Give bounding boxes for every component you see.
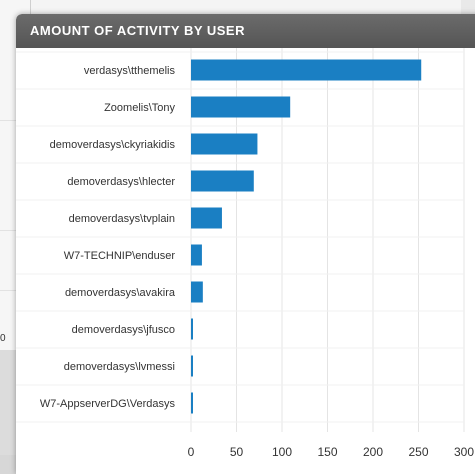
category-label: W7-AppserverDG\Verdasys <box>40 398 176 410</box>
activity-bar-chart: 0 50 100 150 200 250 300 verdasys\tthemelis Zoom… <box>16 48 474 459</box>
category-label: Zoomelis\Tony <box>104 102 175 114</box>
x-tick-label: 250 <box>408 445 428 459</box>
bar <box>191 96 291 118</box>
x-tick-label: 100 <box>272 445 292 459</box>
bar <box>191 355 193 377</box>
category-label: demoverdasys\ckyriakidis <box>50 139 176 151</box>
bar <box>191 244 202 266</box>
bar <box>191 392 193 414</box>
bar <box>191 170 254 192</box>
category-label: demoverdasys\tvplain <box>69 213 175 225</box>
x-tick-label: 300 <box>454 445 474 459</box>
bar <box>191 207 222 229</box>
x-tick-label: 200 <box>363 445 383 459</box>
x-tick-label: 50 <box>230 445 244 459</box>
x-tick-label: 150 <box>317 445 337 459</box>
activity-panel: AMOUNT OF ACTIVITY BY USER 0 50 100 150 200 2… <box>16 14 475 474</box>
category-label: demoverdasys\lvmessi <box>64 361 175 373</box>
bar <box>191 281 203 303</box>
category-label: demoverdasys\jfusco <box>72 324 175 336</box>
bar <box>191 59 422 81</box>
bar <box>191 133 258 155</box>
panel-title: AMOUNT OF ACTIVITY BY USER <box>16 14 475 48</box>
bar <box>191 318 193 340</box>
category-label: verdasys\tthemelis <box>84 65 176 77</box>
background-left-label: 0 <box>0 333 6 344</box>
background-window-top <box>0 0 475 14</box>
category-label: demoverdasys\avakira <box>65 287 176 299</box>
category-label: W7-TECHNIP\enduser <box>64 250 176 262</box>
category-label: demoverdasys\hlecter <box>67 176 175 188</box>
x-tick-label: 0 <box>188 445 195 459</box>
